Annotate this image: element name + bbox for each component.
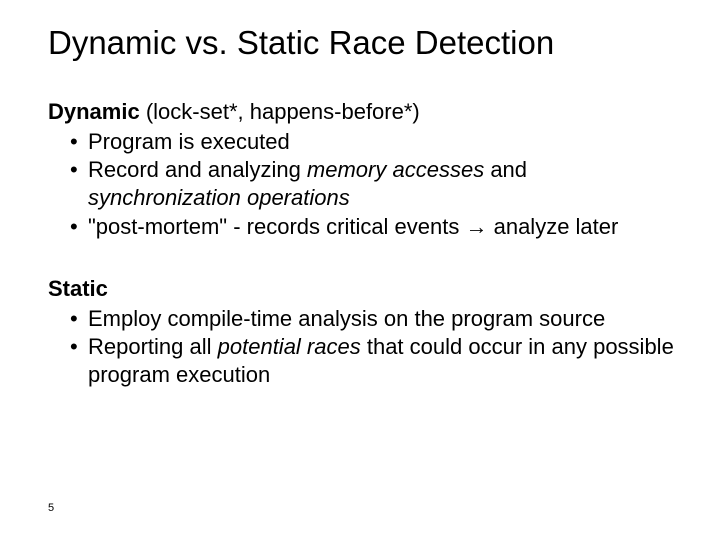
dynamic-section: Dynamic (lock-set*, happens-before*) Pro… [48, 98, 680, 241]
bullet-text: "post-mortem" - records critical events … [88, 214, 618, 239]
dynamic-subhead: (lock-set*, happens-before*) [140, 99, 420, 124]
slide-title: Dynamic vs. Static Race Detection [48, 24, 680, 62]
list-item: "post-mortem" - records critical events … [70, 213, 680, 241]
static-heading: Static [48, 276, 108, 301]
bullet-text: Program is executed [88, 129, 290, 154]
bullet-text: Reporting all [88, 334, 218, 359]
bullet-text: and [484, 157, 527, 182]
slide: Dynamic vs. Static Race Detection Dynami… [0, 0, 720, 540]
list-item: Employ compile-time analysis on the prog… [70, 305, 680, 333]
bullet-italic: synchronization operations [88, 185, 350, 210]
static-bullets: Employ compile-time analysis on the prog… [48, 305, 680, 389]
dynamic-heading: Dynamic [48, 99, 140, 124]
dynamic-bullets: Program is executed Record and analyzing… [48, 128, 680, 241]
page-number: 5 [48, 502, 54, 514]
bullet-text: Employ compile-time analysis on the prog… [88, 306, 605, 331]
list-item: Reporting all potential races that could… [70, 333, 680, 389]
bullet-italic: memory accesses [307, 157, 484, 182]
list-item: Record and analyzing memory accesses and… [70, 156, 680, 212]
list-item: Program is executed [70, 128, 680, 156]
bullet-text: Record and analyzing [88, 157, 307, 182]
static-section: Static Employ compile-time analysis on t… [48, 275, 680, 390]
bullet-italic: potential races [218, 334, 361, 359]
